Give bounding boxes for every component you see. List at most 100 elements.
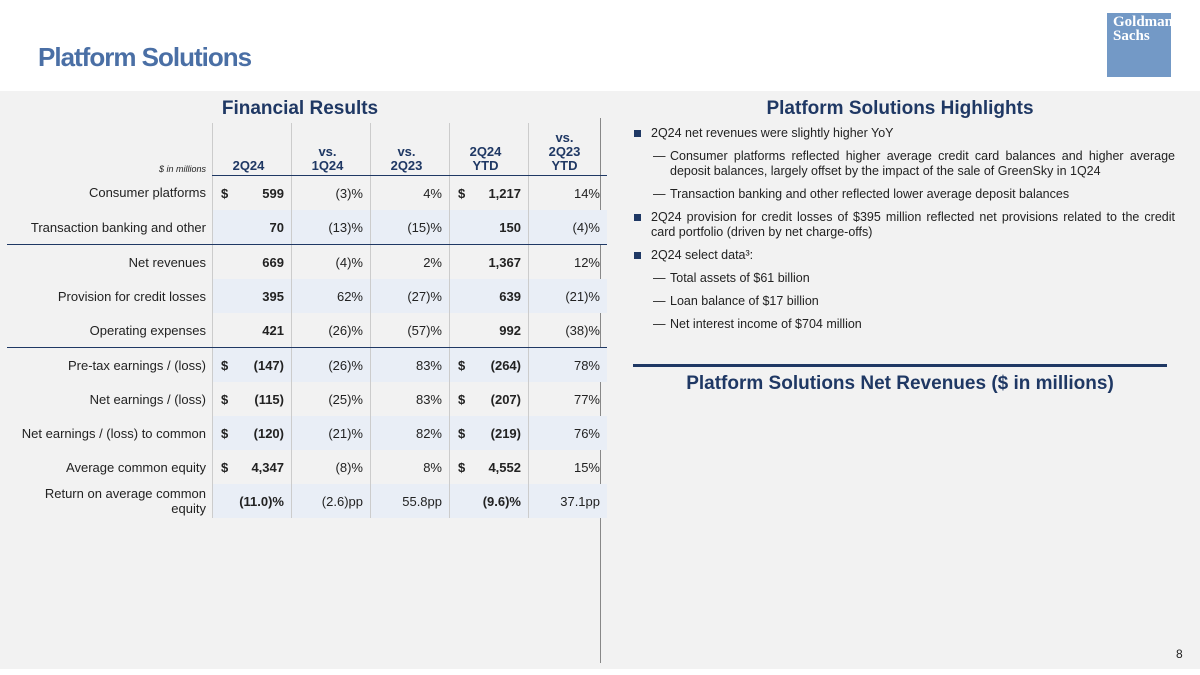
highlights: $599$70$6692Q24$618$80$6981Q24$577$82$65… [634,126,1200,409]
cell-value: (11.0)% [239,493,284,509]
column-label: vs. 2Q23 YTD [548,130,581,173]
cell: $ (207) [449,382,529,416]
bullet-marker: $599$70$6692Q24$618$80$6981Q24$577$82$65… [634,126,1200,409]
currency: $ [458,425,466,441]
column-label: vs. 1Q24 [311,144,344,173]
cell: (26)% [291,347,371,382]
bullet-marker: — [653,149,666,163]
slide-title: Platform Solutions [38,42,252,72]
cell-value: 4% [423,185,442,201]
bullet-item: — Total assets of $61 billion [634,271,1175,286]
rule [633,364,1167,367]
logo-text: Sachs [1113,28,1150,44]
cell-value: (4)% [572,219,600,235]
bullet-item: 2Q24 select data³: [634,248,1175,263]
cell: 639 [449,279,529,313]
cell-value: (15)% [407,219,442,235]
bullet-marker: — [653,271,666,285]
row-label: Transaction banking and other [7,210,213,245]
currency: $ [221,357,229,373]
cell: (13)% [291,210,371,245]
currency: $ [458,391,466,407]
header-cell: $ in millions [7,123,213,176]
cell: 55.8pp [370,484,450,518]
cell-value: (26)% [328,357,363,373]
cell-value: 8% [423,459,442,475]
header-cell: vs. 2Q23 [370,123,450,176]
currency: $ [458,459,466,475]
table-row: Average common equity $4,347 (8)% 8% $4,552 1… [7,450,607,484]
cell-value: 599 [262,185,284,201]
cell: (57)% [370,313,450,348]
bullet-text: Consumer platforms reflected higher aver… [670,149,1175,178]
cell: 78% [528,347,607,382]
cell: (3)% [291,175,371,210]
cell-value: 12% [573,254,600,270]
cell-value: 83% [415,357,442,373]
section-title: Financial Results [221,98,379,119]
cell-value: (26)% [328,322,363,338]
bullet-marker: — [653,294,666,308]
cell: 62% [291,279,371,313]
row-label: Net revenues [128,254,206,270]
row-label: Average common equity [66,459,206,475]
cell: $ (120) [212,416,292,450]
cell: (38)% [528,313,607,348]
cell: 395 [212,279,292,313]
cell: $ (147) [212,347,292,382]
cell: 76% [528,416,607,450]
cell: 1,367 [449,244,529,279]
currency: $ [458,185,466,201]
row-label: Return on average common equity [44,486,206,516]
cell-value: (9.6)% [482,493,521,509]
financial-table: $ in millions 2Q24 vs. 1Q24 vs. 2Q23 2Q24 YT… [7,123,607,518]
header-cell: vs. 2Q23 YTD [528,123,607,176]
currency: $ [221,391,229,407]
cell: $599 [212,175,292,210]
row-label: Operating expenses [7,313,213,348]
chart: Platform Solutions Net Revenues ($ in mi… [686,373,1114,394]
cell: $1,217 [449,175,529,210]
bullet-item: — Net interest income of $704 million [634,317,1175,332]
cell-value: (25)% [328,391,363,407]
cell-value: 83% [415,391,442,407]
table-wrap: $ in millions 2Q24 vs. 1Q24 vs. 2Q23 2Q24 YT… [7,123,607,518]
cell: (8)% [291,450,371,484]
header-row: $ in millions 2Q24 vs. 1Q24 vs. 2Q23 2Q24 YT… [7,123,607,176]
cell: (2.6)pp [291,484,371,518]
cell-value: 14% [573,185,600,201]
cell: (21)% [291,416,371,450]
currency: $ [221,185,229,201]
table-row: Transaction banking and other 70 (13)% (15)… [7,210,607,245]
cell: (4)% [291,244,371,279]
section-title: Platform Solutions Highlights [766,98,1034,119]
cell-value: (21)% [328,425,363,441]
cell-value: 37.1pp [560,493,600,509]
cell-value: 2% [423,254,442,270]
cell-value: (8)% [335,459,363,475]
cell: 150 [449,210,529,245]
cell-value: (57)% [407,322,442,338]
cell: $4,347 [212,450,292,484]
cell: 2% [370,244,450,279]
cell: 992 [449,313,529,348]
cell: (15)% [370,210,450,245]
cell-value: 77% [573,391,600,407]
cell: $4,552 [449,450,529,484]
cell-value: (219) [490,425,521,441]
bullet-item: $599$70$6692Q24$618$80$6981Q24$577$82$65… [634,126,1200,409]
logo-text: Goldman [1113,14,1174,30]
cell: $ (115) [212,382,292,416]
cell-value: (4)% [335,254,363,270]
table-row: Pre-tax earnings / (loss) $ (147) (26)% 83% $… [7,347,607,382]
cell: (9.6)% [449,484,529,518]
cell-value: 1,367 [488,254,521,270]
currency: $ [221,425,229,441]
currency: $ [221,459,229,475]
cell-value: 55.8pp [402,493,442,509]
page-number: 8 [1176,647,1183,661]
cell: (21)% [528,279,607,313]
table-row: Consumer platforms $599 (3)% 4% $1,217 14% [7,175,607,210]
bullet-marker [634,210,642,225]
cell: 14% [528,175,607,210]
